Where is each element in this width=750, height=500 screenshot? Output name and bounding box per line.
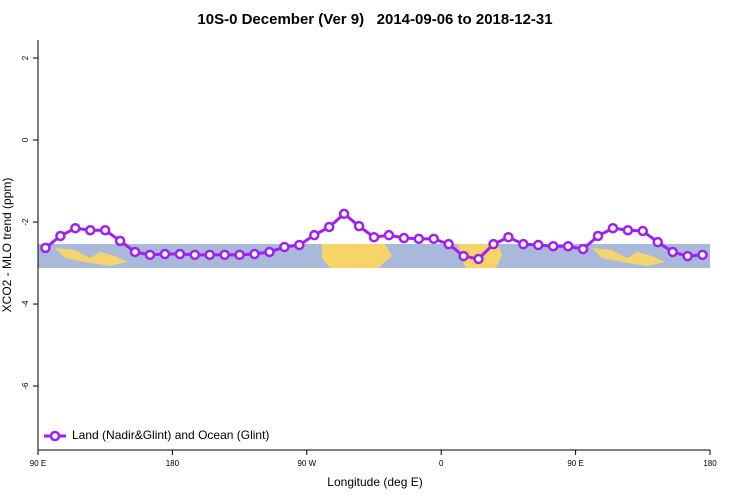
data-point <box>40 242 51 254</box>
data-point <box>264 246 275 258</box>
y-tick-label: -4 <box>21 300 30 308</box>
data-point <box>458 250 469 262</box>
y-axis-label: XCO2 - MLO trend (ppm) <box>0 178 14 313</box>
data-point <box>159 248 171 260</box>
data-point <box>144 249 156 261</box>
data-point <box>562 240 574 252</box>
data-point <box>309 229 320 241</box>
data-point <box>85 224 96 236</box>
data-point <box>443 238 454 250</box>
data-point <box>547 240 559 252</box>
data-point <box>70 222 81 234</box>
y-tick-label: 0 <box>21 137 30 142</box>
data-point <box>533 239 544 251</box>
data-point <box>667 246 678 258</box>
y-tick-label: 2 <box>21 55 30 60</box>
data-point <box>607 222 619 234</box>
data-point <box>189 249 201 261</box>
data-point <box>174 248 186 260</box>
legend-label: Land (Nadir&Glint) and Ocean (Glint) <box>72 428 269 442</box>
data-point <box>682 250 693 262</box>
data-point <box>249 248 260 260</box>
data-point <box>622 224 634 236</box>
x-tick-label: 90 E <box>567 459 583 468</box>
data-point <box>114 235 126 247</box>
x-tick-label: 180 <box>166 459 180 468</box>
y-tick-label: -6 <box>21 382 30 390</box>
data-point <box>577 243 589 255</box>
data-point <box>99 224 111 236</box>
data-point <box>518 238 529 250</box>
data-point <box>473 253 484 265</box>
data-point <box>219 249 230 261</box>
data-point <box>697 249 708 261</box>
data-point <box>488 238 499 250</box>
data-point <box>204 249 215 261</box>
map-strip <box>38 244 710 268</box>
data-point <box>652 236 663 248</box>
data-point <box>129 246 141 258</box>
x-axis-label: Longitude (deg E) <box>327 475 422 489</box>
data-point <box>503 231 514 243</box>
x-tick-label: 0 <box>439 459 444 468</box>
data-point <box>234 249 245 261</box>
data-point <box>398 232 410 244</box>
data-point <box>323 221 335 233</box>
legend-marker <box>49 430 61 442</box>
data-point <box>368 231 380 243</box>
chart-title: 10S-0 December (Ver 9) 2014-09-06 to 201… <box>197 11 552 28</box>
data-point <box>413 233 425 245</box>
data-point <box>279 241 290 253</box>
y-tick-label: -2 <box>21 218 30 226</box>
data-point <box>428 233 439 245</box>
x-tick-label: 180 <box>703 459 717 468</box>
data-point <box>592 230 604 242</box>
x-tick-label: 90 W <box>297 459 316 468</box>
data-point <box>383 229 395 241</box>
x-tick-label: 90 E <box>30 459 46 468</box>
data-point <box>294 239 305 251</box>
data-point <box>637 225 649 237</box>
data-point <box>353 220 365 232</box>
data-point <box>55 230 66 242</box>
data-point <box>338 208 350 220</box>
